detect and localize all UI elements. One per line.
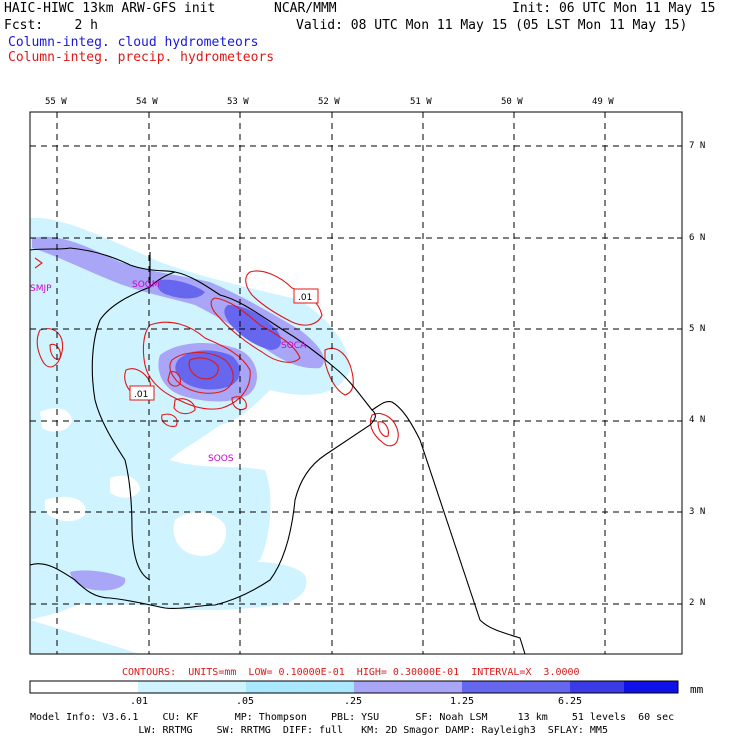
lat-label: 6 N [689,233,706,243]
station-label: SOOS [208,454,234,464]
colorbar-tick: .25 [344,696,363,707]
colorbar-tick: 1.25 [450,696,475,707]
contour-labels: .01 .01 [129,288,319,401]
colorbar-segment [30,681,138,693]
cloud-gap [40,408,226,556]
field-precip-label: Column-integ. precip. hydrometeors [8,50,275,65]
plot-title: HAIC-HIWC 13km ARW-GFS init [4,1,216,16]
colorbar-segment [354,681,462,693]
colorbar [29,680,679,694]
lon-label: 53 W [227,97,249,107]
contour-label-box [129,385,155,401]
lat-label: 7 N [689,141,706,151]
lat-label: 2 N [689,598,706,608]
lon-label: 49 W [592,97,614,107]
graticule [30,112,682,654]
contour-label: .01 [298,293,312,303]
colorbar-segment [246,681,354,693]
colorbar-units: mm [690,683,704,696]
model-info-line-1: Model Info: V3.6.1 CU: KF MP: Thompson P… [30,712,675,723]
coastline [30,247,526,654]
colorbar-segment [570,681,624,693]
contour-label-box [293,288,319,304]
lat-label: 5 N [689,324,706,334]
colorbar-segment [462,681,570,693]
axis-ticks [56,112,682,605]
station-label: SMJP [30,284,52,294]
lon-label: 55 W [45,97,67,107]
lon-label: 54 W [136,97,158,107]
contour-label: .01 [134,390,148,400]
station-labels: SMJP SOGM SOCA SOOS [30,280,307,464]
cloud-shading-strong [157,279,282,390]
colorbar-segment [624,681,678,693]
lon-label: 51 W [410,97,432,107]
field-cloud-label: Column-integ. cloud hydrometeors [8,35,259,50]
contour-info: CONTOURS: UNITS=mm LOW= 0.10000E-01 HIGH… [122,667,580,678]
colorbar-tick: .05 [236,696,255,707]
colorbar-segment [138,681,246,693]
map-frame [29,111,683,655]
center-label: NCAR/MMM [274,1,337,16]
station-label: SOCA [281,341,307,351]
model-info-line-2: LW: RRTMG SW: RRTMG DIFF: full KM: 2D Sm… [30,725,608,736]
station-label: SOGM [132,280,160,290]
lat-label: 3 N [689,507,706,517]
lon-label: 52 W [318,97,340,107]
init-time: Init: 06 UTC Mon 11 May 15 [512,1,716,16]
colorbar-frame [29,680,679,694]
colorbar-tick: 6.25 [558,696,583,707]
forecast-hour: Fcst: 2 h [4,18,98,33]
lat-label: 4 N [689,415,706,425]
valid-time: Valid: 08 UTC Mon 11 May 15 (05 LST Mon … [296,18,688,33]
colorbar-tick: .01 [130,696,149,707]
lon-label: 50 W [501,97,523,107]
